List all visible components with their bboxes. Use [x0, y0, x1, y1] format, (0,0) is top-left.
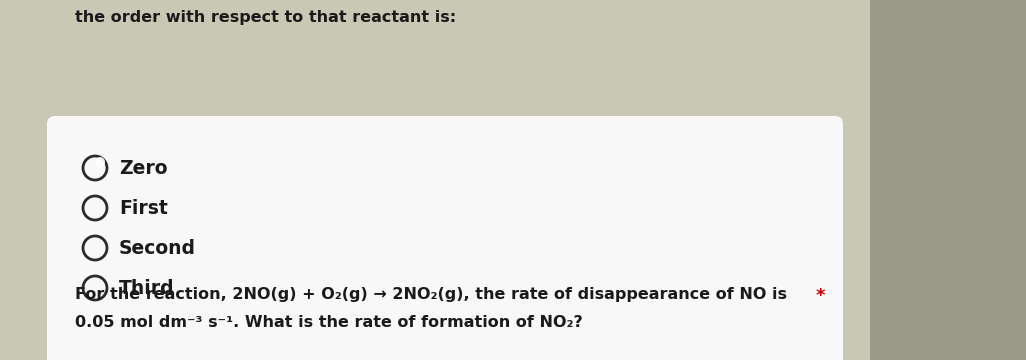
Text: Third: Third — [119, 279, 174, 297]
FancyBboxPatch shape — [47, 116, 843, 350]
Ellipse shape — [95, 157, 105, 167]
Text: Second: Second — [119, 238, 196, 257]
Text: 0.05 mol dm⁻³ s⁻¹. What is the rate of formation of NO₂?: 0.05 mol dm⁻³ s⁻¹. What is the rate of f… — [75, 315, 583, 330]
FancyBboxPatch shape — [0, 0, 870, 360]
Text: For the reaction, 2NO(g) + O₂(g) → 2NO₂(g), the rate of disappearance of NO is: For the reaction, 2NO(g) + O₂(g) → 2NO₂(… — [75, 287, 787, 302]
Text: Zero: Zero — [119, 158, 167, 177]
Text: First: First — [119, 198, 167, 217]
FancyBboxPatch shape — [47, 262, 843, 360]
Text: *: * — [816, 287, 825, 305]
Text: the order with respect to that reactant is:: the order with respect to that reactant … — [75, 10, 457, 25]
